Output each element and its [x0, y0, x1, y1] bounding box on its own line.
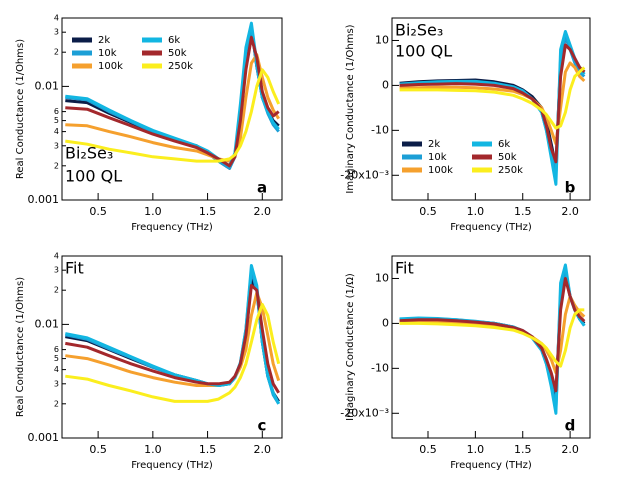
series-line — [65, 264, 281, 405]
y-tick-label: 4 — [54, 14, 59, 23]
y-tick-label: 5 — [54, 354, 59, 363]
panel-letter: c — [258, 417, 267, 435]
y-tick-label: -10 — [371, 123, 389, 136]
annotation: 100 QL — [65, 167, 122, 186]
axes-frame — [391, 255, 591, 439]
axes-frame — [61, 255, 283, 439]
legend-label: 250k — [498, 165, 523, 176]
y-axis-label: Imaginary Conductance (1/Ω) — [345, 273, 356, 421]
y-tick-label: 0.001 — [28, 431, 60, 444]
panel: 0.001 2 3 4 56 0.01 2 3 4 0.5 1.0 1.5 2.0 Frequency (… — [15, 14, 283, 233]
x-axis-label: Frequency (THz) — [450, 222, 532, 233]
x-tick-label: 1.0 — [144, 205, 162, 218]
y-tick-label: 3 — [54, 28, 59, 37]
y-tick-label: 2 — [54, 399, 59, 408]
annotation: Fit — [65, 259, 84, 278]
y-axis-label: Real Conductance (1/Ohms) — [15, 39, 26, 179]
y-tick-label: 0 — [382, 78, 389, 91]
panel-letter: a — [257, 179, 267, 197]
x-axis-label: Frequency (THz) — [450, 460, 532, 471]
annotation: Bi₂Se₃ — [65, 144, 113, 163]
x-tick-label: 0.5 — [89, 205, 107, 218]
legend-label: 6k — [498, 139, 510, 150]
y-tick-label: 5 — [54, 116, 59, 125]
x-tick-label: 1.5 — [514, 443, 532, 456]
y-tick-label: 4 — [54, 127, 59, 136]
y-tick-label: 4 — [54, 252, 59, 261]
series-line — [399, 277, 586, 393]
axes-frame — [391, 17, 591, 201]
x-tick-label: 1.5 — [199, 205, 217, 218]
legend-label: 10k — [428, 152, 447, 163]
series-line — [399, 308, 585, 368]
legend-label: 100k — [98, 61, 123, 72]
y-tick-label: -20x10⁻³ — [340, 406, 389, 419]
y-axis-label: Imaginary Conductance (1/Ohms) — [345, 24, 356, 193]
x-tick-label: 2.0 — [254, 443, 272, 456]
panel: 0.001 2 3 4 56 0.01 2 3 4 0.5 1.0 1.5 2.0 Frequency (… — [15, 252, 283, 471]
y-tick-label: 6 — [54, 345, 59, 354]
y-tick-label: 4 — [54, 365, 59, 374]
panel: 10 0 -10 -20x10⁻³ 0.5 1.0 1.5 2.0 Frequency (THz… — [340, 255, 591, 471]
x-tick-label: 0.5 — [89, 443, 107, 456]
y-tick-label: 6 — [54, 107, 59, 116]
x-tick-label: 1.5 — [199, 443, 217, 456]
panel: 10 0 -10 -20x10⁻³ 0.5 1.0 1.5 2.0 Frequency (THz… — [340, 17, 591, 233]
x-tick-label: 2.0 — [254, 205, 272, 218]
x-tick-label: 2.0 — [561, 443, 579, 456]
annotation: 100 QL — [395, 42, 452, 61]
y-tick-label: 3 — [54, 379, 59, 388]
y-tick-label: 10 — [375, 271, 389, 284]
y-tick-label: 3 — [54, 266, 59, 275]
x-tick-label: 0.5 — [419, 443, 437, 456]
panel-letter: d — [565, 417, 576, 435]
y-tick-label: 0.01 — [35, 79, 60, 92]
series-line — [65, 35, 280, 168]
series-line — [65, 284, 280, 394]
y-tick-label: 0 — [382, 316, 389, 329]
x-tick-label: 0.5 — [419, 205, 437, 218]
x-tick-label: 1.0 — [467, 205, 485, 218]
legend-label: 50k — [498, 152, 517, 163]
legend-label: 10k — [98, 48, 117, 59]
axes-frame — [61, 17, 283, 201]
annotation: Bi₂Se₃ — [395, 21, 443, 40]
series-line — [399, 66, 586, 130]
y-tick-label: 3 — [54, 141, 59, 150]
x-tick-label: 2.0 — [561, 205, 579, 218]
legend-label: 50k — [168, 48, 187, 59]
x-tick-label: 1.0 — [467, 443, 485, 456]
y-tick-label: -10 — [371, 361, 389, 374]
legend-label: 6k — [168, 35, 180, 46]
y-tick-label: -20x10⁻³ — [340, 168, 389, 181]
panel-letter: b — [565, 179, 576, 197]
legend-label: 250k — [168, 61, 193, 72]
series-line — [65, 302, 281, 403]
series-line — [65, 53, 280, 163]
y-tick-label: 2 — [54, 48, 59, 57]
x-axis-label: Frequency (THz) — [131, 222, 213, 233]
y-axis-label: Real Conductance (1/Ohms) — [15, 277, 26, 417]
x-tick-label: 1.0 — [144, 443, 162, 456]
legend-label: 2k — [98, 35, 110, 46]
y-tick-label: 10 — [375, 33, 389, 46]
x-tick-label: 1.5 — [514, 205, 532, 218]
annotation: Fit — [395, 259, 414, 278]
legend-label: 2k — [428, 139, 440, 150]
y-tick-label: 0.001 — [28, 193, 60, 206]
series-line — [65, 68, 281, 163]
legend-label: 100k — [428, 165, 453, 176]
y-tick-label: 0.01 — [35, 317, 60, 330]
y-tick-label: 2 — [54, 286, 59, 295]
x-axis-label: Frequency (THz) — [131, 460, 213, 471]
y-tick-label: 2 — [54, 161, 59, 170]
